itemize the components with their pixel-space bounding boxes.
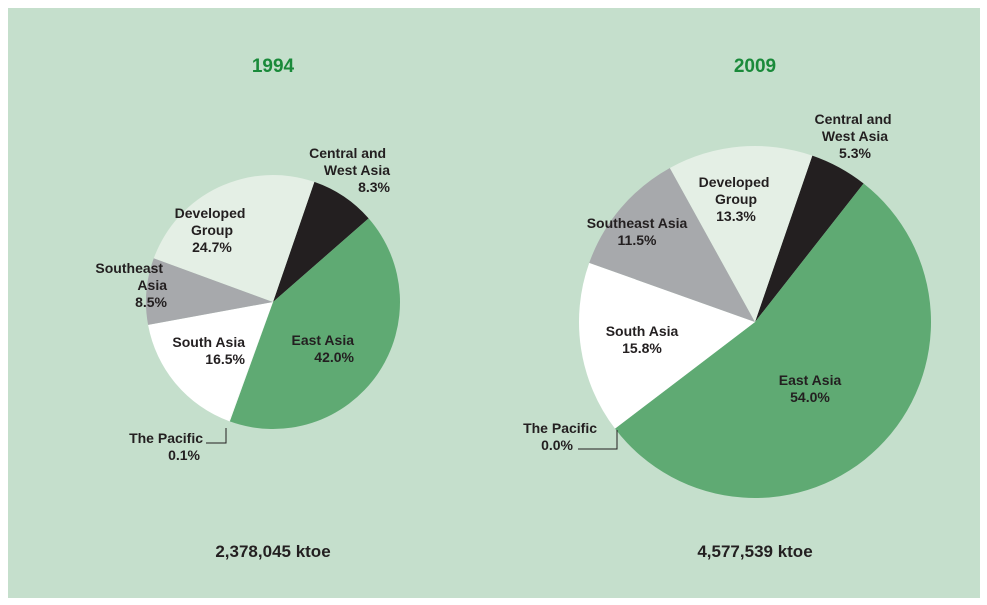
slice-value-label: 13.3% <box>716 208 756 224</box>
pie-slice <box>146 258 273 325</box>
slice-value-label: 8.3% <box>358 179 390 195</box>
slice-label: The Pacific <box>129 430 203 446</box>
slice-label: Developed Group <box>699 174 774 207</box>
slice-value-label: 11.5% <box>618 232 657 248</box>
slice-label: Central and West Asia <box>815 111 896 144</box>
slice-label: Southeast Asia <box>587 215 688 231</box>
slice-label: East Asia <box>779 372 842 388</box>
slice-value-label: 5.3% <box>839 145 871 161</box>
slice-value-label: 8.5% <box>135 294 167 310</box>
slice-label: Developed Group <box>175 205 250 238</box>
slice-value-label: 0.0% <box>541 437 573 453</box>
slice-value-label: 0.1% <box>168 447 200 463</box>
pie-slice <box>273 181 369 302</box>
slice-label: Central and West Asia <box>309 145 390 178</box>
slice-label: The Pacific <box>523 420 597 436</box>
pie-slice <box>229 218 400 429</box>
pie-slice <box>148 302 273 422</box>
pie-slice <box>589 167 755 322</box>
pie-slice <box>229 302 273 422</box>
slice-value-label: 16.5% <box>205 351 245 367</box>
pie-slice <box>153 175 315 302</box>
pie-slice <box>579 262 755 429</box>
slice-label: Southeast Asia <box>95 260 167 293</box>
slice-label: South Asia <box>606 323 679 339</box>
slice-value-label: 15.8% <box>622 340 662 356</box>
pie-slice <box>755 155 864 322</box>
total-annotation: 2,378,045 ktoe <box>215 542 330 561</box>
chart-title: 1994 <box>252 56 295 77</box>
leader-line <box>578 430 618 450</box>
pie-slice <box>669 145 813 322</box>
leader-line <box>206 428 227 444</box>
slice-value-label: 24.7% <box>192 239 232 255</box>
slice-label: South Asia <box>172 334 245 350</box>
slice-value-label: 54.0% <box>790 389 830 405</box>
total-annotation: 4,577,539 ktoe <box>697 542 812 561</box>
pie-slice <box>615 183 932 498</box>
chart-title: 2009 <box>734 56 776 77</box>
slice-label: East Asia <box>291 332 354 348</box>
slice-value-label: 42.0% <box>314 349 354 365</box>
